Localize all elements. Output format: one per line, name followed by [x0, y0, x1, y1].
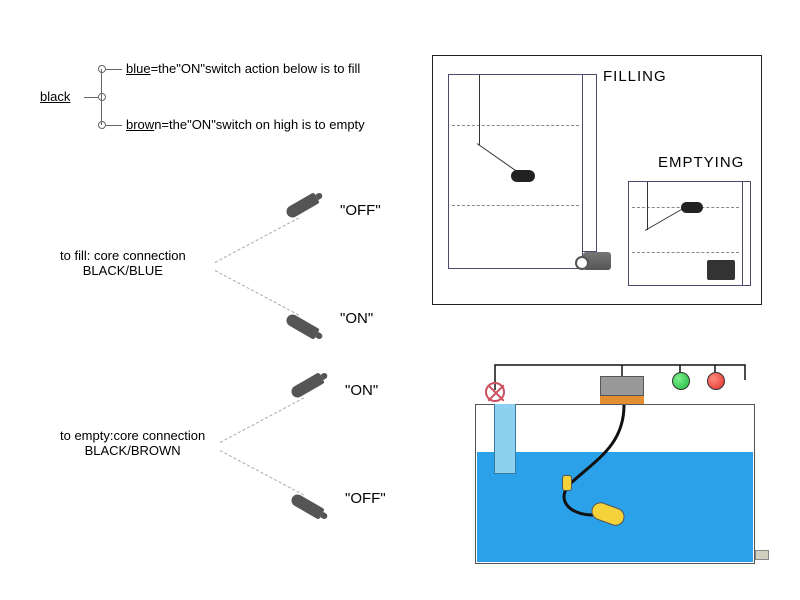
fill-float-on [284, 312, 319, 339]
empty-desc-2: BLACK/BROWN [60, 443, 205, 458]
control-box-icon [600, 376, 644, 396]
empty-float-off [289, 492, 324, 519]
inlet-valve-icon [485, 382, 505, 402]
emptying-float-icon [681, 202, 703, 213]
filling-tank [448, 74, 583, 269]
filling-pump-icon [583, 252, 611, 270]
filling-label: FILLING [603, 68, 667, 85]
fill-on-label: "ON" [340, 310, 373, 327]
led-green-icon [672, 372, 690, 390]
emptying-label: EMPTYING [658, 154, 744, 171]
fill-desc-2: BLACK/BLUE [60, 263, 186, 278]
fill-block: to fill: core connection BLACK/BLUE "OFF… [60, 200, 420, 340]
blue-wire-text: blue=the"ON"switch action below is to fi… [126, 61, 360, 76]
node-brown [98, 121, 106, 129]
outlet-stub-icon [755, 550, 769, 560]
empty-block: to empty:core connection BLACK/BROWN "ON… [60, 380, 420, 520]
empty-desc-1: to empty:core connection [60, 428, 205, 443]
cable-weight-icon [562, 475, 572, 491]
emptying-subpump-icon [707, 260, 735, 280]
empty-float-on [289, 372, 324, 399]
filling-float-icon [511, 170, 535, 182]
led-red-icon [707, 372, 725, 390]
black-label: black [40, 89, 70, 104]
float-cable-icon [476, 405, 756, 565]
schematic-panel: FILLING EMPTYING [432, 55, 762, 305]
fill-float-off [284, 192, 319, 219]
brown-wire-text: brown=the"ON"switch on high is to empty [126, 117, 365, 132]
fill-off-label: "OFF" [340, 202, 381, 219]
empty-on-label: "ON" [345, 382, 378, 399]
fill-desc-1: to fill: core connection [60, 248, 186, 263]
node-blue [98, 65, 106, 73]
color-tank-body [475, 404, 755, 564]
color-tank-illustration [450, 350, 780, 580]
node-black [98, 93, 106, 101]
empty-off-label: "OFF" [345, 490, 386, 507]
emptying-tank [628, 181, 743, 286]
